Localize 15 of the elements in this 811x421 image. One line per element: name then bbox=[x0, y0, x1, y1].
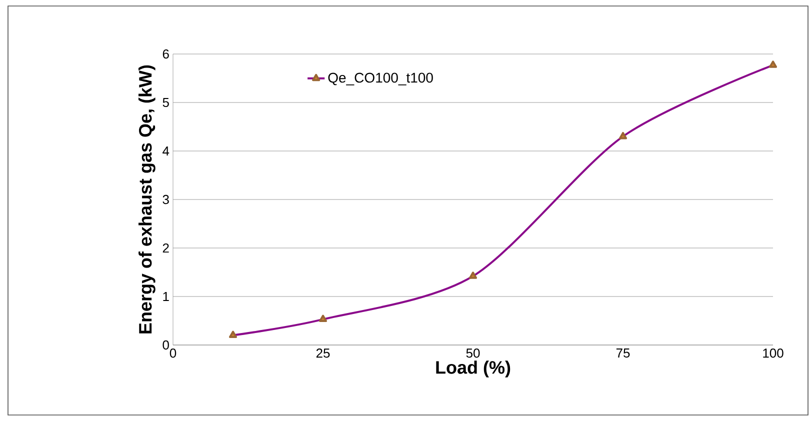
x-axis-title: Load (%) bbox=[436, 360, 510, 378]
legend-label: Qe_CO100_t100 bbox=[328, 72, 433, 86]
x-tick-label: 75 bbox=[616, 348, 630, 358]
x-tick-label: 50 bbox=[466, 348, 480, 358]
y-tick-label: 5 bbox=[162, 98, 169, 108]
x-tick-label: 0 bbox=[170, 348, 176, 358]
x-tick-label: 25 bbox=[316, 348, 330, 358]
y-tick-label: 6 bbox=[162, 49, 169, 59]
x-tick-label: 100 bbox=[763, 348, 784, 358]
y-tick-label: 4 bbox=[162, 146, 170, 156]
y-tick-label: 3 bbox=[162, 194, 169, 204]
y-axis-title: Energy of exhaust gas Qe, (kW) bbox=[138, 65, 156, 334]
y-tick-label: 2 bbox=[162, 243, 169, 253]
y-tick-label: 1 bbox=[163, 292, 169, 301]
y-tick-label: 0 bbox=[162, 340, 169, 350]
